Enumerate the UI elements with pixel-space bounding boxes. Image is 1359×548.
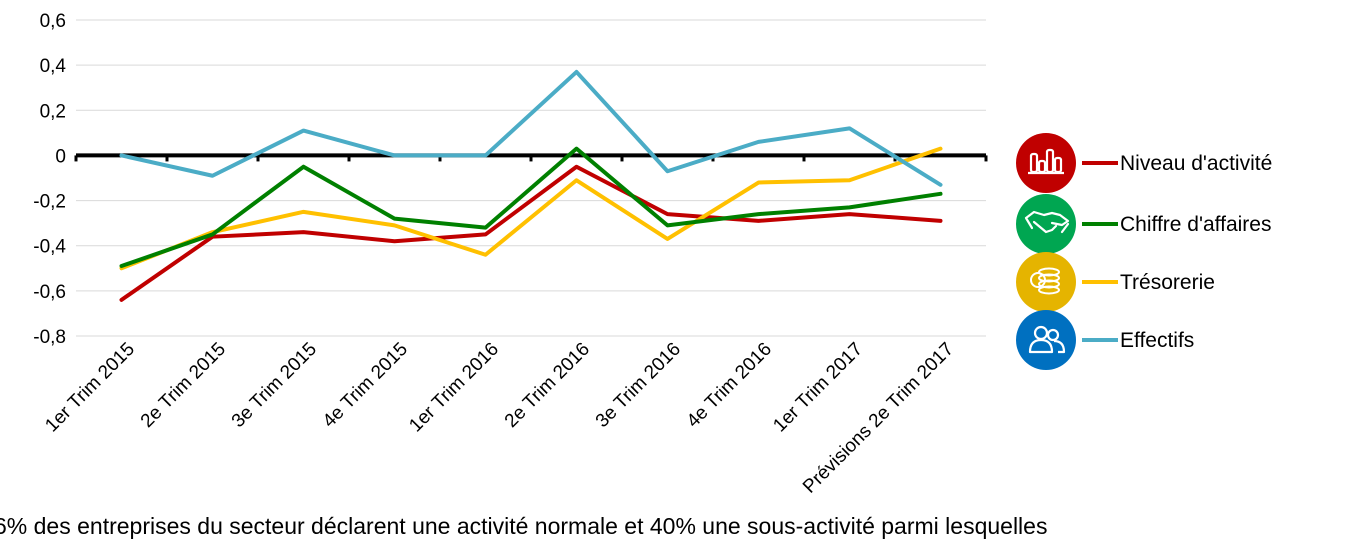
x-tick-label: 1er Trim 2015 (41, 339, 139, 437)
axes (74, 153, 988, 162)
series-line (119, 146, 943, 271)
series-line (119, 164, 943, 302)
legend-icon-badge (1016, 194, 1076, 254)
legend-label: Effectifs (1120, 329, 1194, 352)
x-tick-label: 1er Trim 2016 (405, 339, 503, 437)
people-icon (1016, 310, 1076, 370)
coins-icon-coin (1030, 272, 1046, 288)
y-tick-label: 0,6 (40, 11, 66, 32)
x-tick-label: 4e Trim 2015 (319, 339, 412, 432)
y-tick-label: -0,8 (33, 327, 66, 348)
series-line (119, 69, 943, 187)
legend-item: Effectifs (1016, 310, 1194, 370)
x-tick-label: 1er Trim 2017 (769, 339, 867, 437)
y-tick-label: -0,4 (33, 237, 66, 258)
coins-icon (1016, 252, 1076, 312)
x-tick-label: 2e Trim 2015 (137, 339, 230, 432)
x-tick-label: 4e Trim 2016 (683, 339, 776, 432)
coins-icon-coin (1038, 285, 1060, 295)
y-tick-label: -0,2 (33, 192, 66, 213)
data-series (119, 69, 943, 302)
legend-item: Chiffre d'affaires (1016, 194, 1271, 254)
bar-chart-icon (1016, 133, 1076, 193)
x-tick-label: 3e Trim 2015 (228, 339, 321, 432)
legend-item: Niveau d'activité (1016, 133, 1272, 193)
legend-label: Chiffre d'affaires (1120, 213, 1271, 236)
legend-label: Trésorerie (1120, 271, 1215, 294)
y-tick-label: -0,6 (33, 282, 66, 303)
gridlines (76, 19, 986, 337)
x-tick-label: Prévisions 2e Trim 2017 (799, 339, 958, 498)
x-tick-label: 2e Trim 2016 (501, 339, 594, 432)
handshake-icon-shape (1024, 210, 1070, 234)
footer-text: 6% des entreprises du secteur déclarent … (0, 513, 1048, 539)
people-icon-body (1053, 339, 1066, 354)
legend-item: Trésorerie (1016, 252, 1215, 312)
y-tick-label: 0,2 (40, 101, 66, 122)
people-icon-head (1046, 328, 1060, 342)
series-line (119, 146, 943, 269)
legend-label: Niveau d'activité (1120, 152, 1272, 175)
y-tick-label: 0,4 (40, 56, 67, 77)
legend: Niveau d'activité Chiffre d'affaires Tréso… (1016, 133, 1272, 370)
handshake-icon (1016, 194, 1076, 254)
people-icon-body (1028, 338, 1054, 354)
x-tick-label: 3e Trim 2016 (592, 339, 685, 432)
y-axis-tick-labels: 0,6 0,4 0,2 0 -0,2 -0,4 -0,6 -0,8 (33, 11, 66, 348)
y-tick-label: 0 (55, 146, 66, 167)
